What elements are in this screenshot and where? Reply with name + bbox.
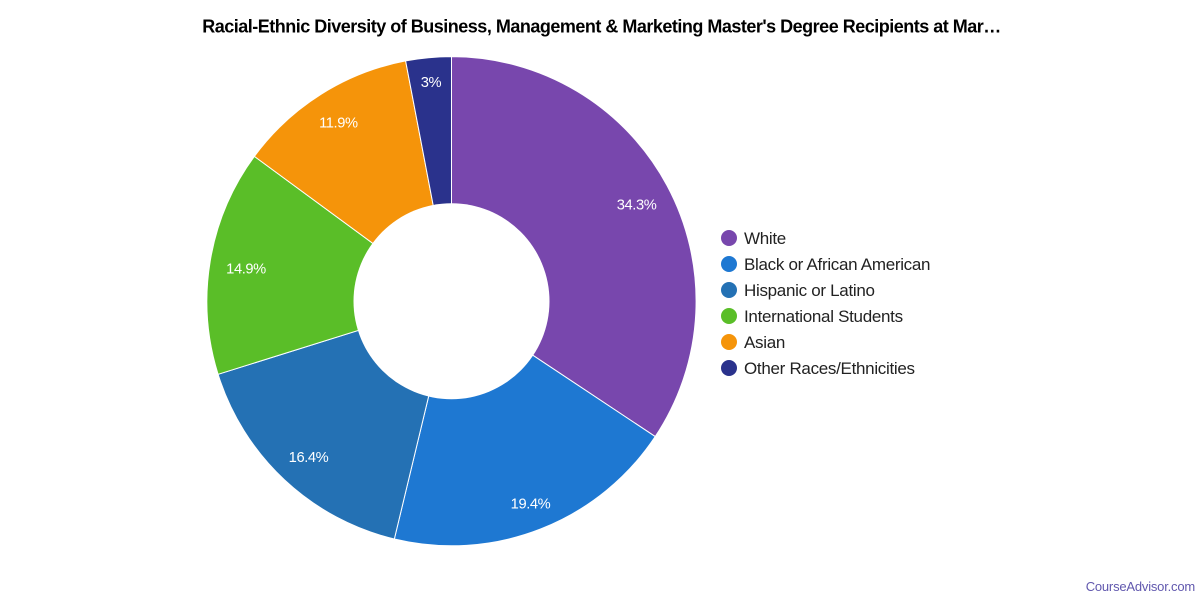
svg-text:Asian: Asian bbox=[744, 333, 785, 352]
svg-text:CourseAdvisor.com: CourseAdvisor.com bbox=[1086, 579, 1195, 594]
svg-text:34.3%: 34.3% bbox=[617, 198, 657, 214]
svg-text:16.4%: 16.4% bbox=[289, 450, 329, 466]
svg-text:3%: 3% bbox=[421, 75, 442, 91]
svg-text:White: White bbox=[744, 229, 786, 248]
svg-text:19.4%: 19.4% bbox=[511, 497, 551, 513]
svg-text:14.9%: 14.9% bbox=[226, 262, 266, 278]
svg-text:International Students: International Students bbox=[744, 307, 903, 326]
svg-text:Black or African American: Black or African American bbox=[744, 255, 930, 274]
svg-text:11.9%: 11.9% bbox=[319, 115, 358, 131]
svg-text:Racial-Ethnic Diversity of Bus: Racial-Ethnic Diversity of Business, Man… bbox=[202, 17, 1001, 37]
svg-text:Other Races/Ethnicities: Other Races/Ethnicities bbox=[744, 359, 915, 378]
svg-text:Hispanic or Latino: Hispanic or Latino bbox=[744, 281, 875, 300]
